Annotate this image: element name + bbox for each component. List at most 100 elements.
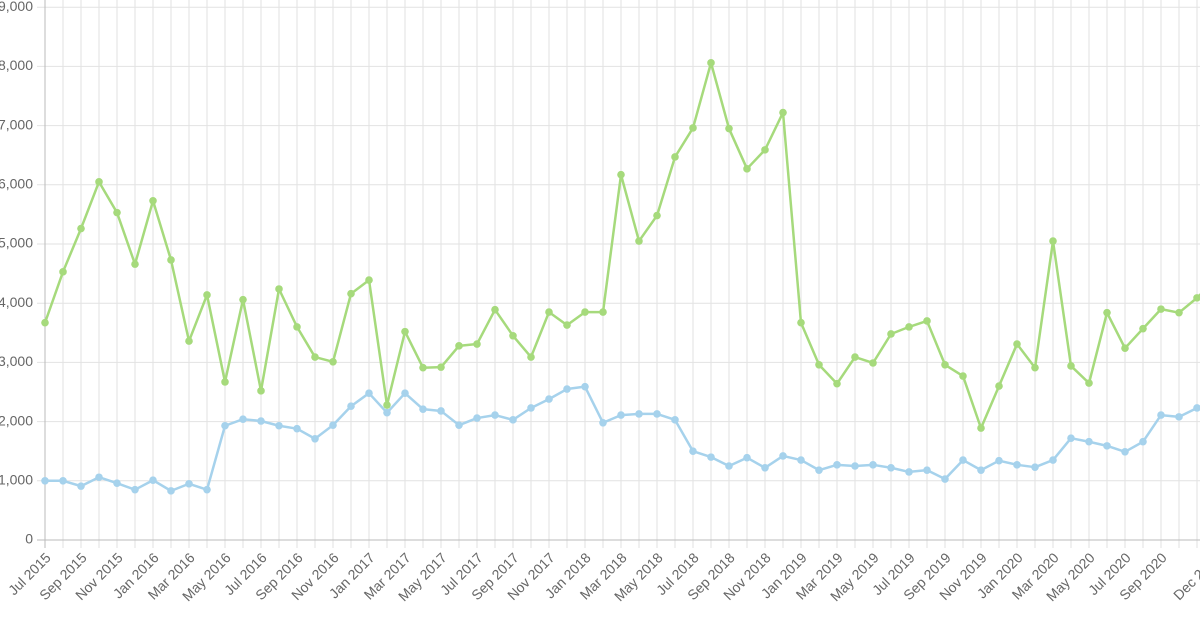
- data-point: [59, 268, 67, 276]
- data-point: [95, 473, 103, 482]
- data-point: [743, 165, 751, 173]
- data-point: [869, 359, 877, 367]
- y-tick-label: 9,000: [0, 0, 33, 14]
- data-point: [1067, 362, 1075, 370]
- data-point: [851, 353, 859, 361]
- data-point: [599, 418, 607, 427]
- data-point: [833, 379, 841, 388]
- data-point: [1103, 308, 1111, 317]
- data-point: [635, 237, 643, 245]
- data-point: [221, 421, 229, 430]
- data-point: [275, 285, 283, 293]
- data-point: [401, 327, 409, 336]
- data-point: [239, 415, 247, 424]
- data-point: [743, 453, 751, 462]
- data-point: [1031, 463, 1039, 471]
- data-point: [329, 358, 337, 366]
- data-point: [1013, 340, 1021, 348]
- data-point: [383, 408, 391, 417]
- data-point: [131, 260, 139, 268]
- data-point: [95, 178, 103, 186]
- data-point: [635, 410, 643, 418]
- data-point: [311, 353, 319, 361]
- data-point: [1157, 411, 1165, 419]
- data-point: [689, 447, 697, 456]
- y-tick-label: 5,000: [0, 235, 33, 251]
- data-point: [1049, 456, 1057, 464]
- data-point: [941, 360, 949, 369]
- data-point: [1085, 379, 1093, 387]
- data-point: [1193, 294, 1200, 302]
- data-point: [221, 378, 229, 386]
- data-point: [671, 153, 679, 161]
- data-point: [167, 256, 175, 264]
- data-point: [365, 389, 373, 397]
- data-point: [761, 463, 769, 472]
- data-point: [725, 462, 733, 470]
- data-point: [455, 421, 463, 429]
- data-point: [113, 479, 121, 487]
- data-point: [257, 417, 265, 425]
- data-point: [707, 453, 715, 461]
- data-point: [203, 485, 211, 494]
- data-point: [941, 475, 949, 483]
- data-point: [671, 416, 679, 424]
- data-point: [365, 276, 373, 284]
- data-point: [491, 305, 499, 314]
- data-point: [1031, 363, 1039, 372]
- data-point: [761, 146, 769, 154]
- y-tick-label: 3,000: [0, 353, 33, 369]
- data-point: [113, 208, 121, 217]
- data-point: [653, 410, 661, 418]
- data-point: [797, 318, 805, 327]
- data-point: [203, 291, 211, 299]
- data-point: [419, 363, 427, 372]
- data-point: [1103, 442, 1111, 450]
- x-tick-label: Dec 2020: [1170, 549, 1200, 603]
- series-line: [43, 61, 1200, 430]
- data-point: [527, 353, 535, 361]
- data-point: [509, 416, 517, 424]
- data-point: [185, 479, 193, 488]
- data-point: [1121, 344, 1129, 352]
- data-point: [815, 466, 823, 474]
- data-point: [1157, 305, 1165, 313]
- data-point: [689, 124, 697, 132]
- data-point: [473, 414, 481, 422]
- data-point: [41, 318, 49, 327]
- data-point: [905, 468, 913, 476]
- data-point: [959, 456, 967, 464]
- y-tick-label: 8,000: [0, 57, 33, 73]
- data-point: [563, 321, 571, 329]
- data-point: [995, 456, 1003, 465]
- data-point: [1121, 447, 1129, 456]
- data-point: [77, 482, 85, 490]
- data-point: [1067, 434, 1075, 442]
- data-point: [1175, 413, 1183, 421]
- data-point: [149, 476, 157, 485]
- data-point: [149, 196, 157, 205]
- data-point: [383, 401, 391, 409]
- data-point: [833, 461, 841, 469]
- data-point: [887, 463, 895, 472]
- y-tick-label: 0: [25, 531, 33, 547]
- data-point: [1013, 461, 1021, 469]
- data-point: [779, 108, 787, 117]
- data-point: [977, 466, 985, 474]
- y-tick-label: 6,000: [0, 176, 33, 192]
- data-point: [311, 434, 319, 443]
- data-point: [185, 337, 193, 345]
- data-point: [1139, 324, 1147, 333]
- data-point: [509, 331, 517, 340]
- data-point: [527, 404, 535, 412]
- data-point: [923, 317, 931, 325]
- data-point: [581, 382, 589, 391]
- data-point: [977, 424, 985, 432]
- data-point: [347, 402, 355, 411]
- data-point: [275, 421, 283, 430]
- data-point: [293, 424, 301, 433]
- data-point: [653, 211, 661, 220]
- data-point: [491, 411, 499, 419]
- data-point: [887, 330, 895, 338]
